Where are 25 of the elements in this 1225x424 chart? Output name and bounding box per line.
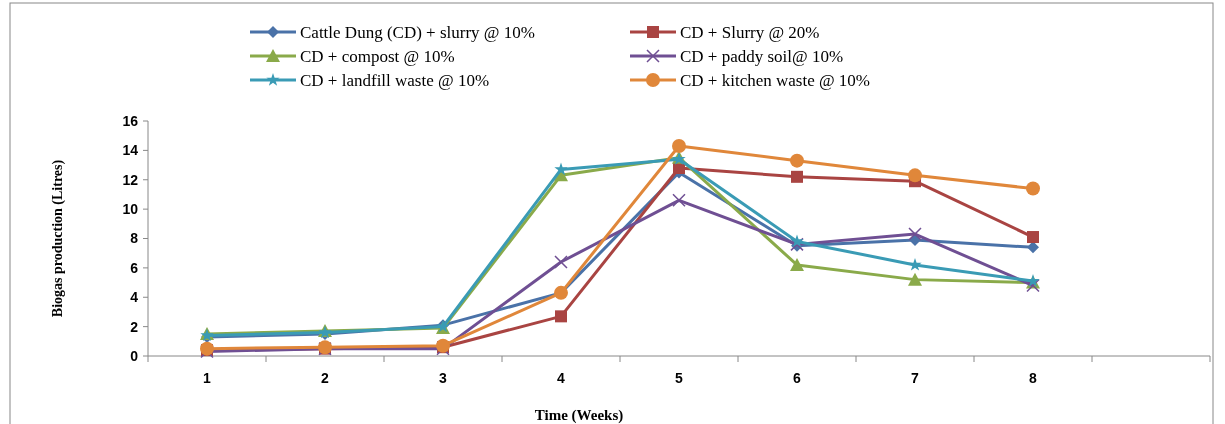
x-tick-label: 7 xyxy=(911,370,920,386)
y-tick-label: 0 xyxy=(130,347,139,364)
y-tick-label: 16 xyxy=(122,112,139,129)
y-axis-title: Biogas production (Litres) xyxy=(50,159,66,318)
y-tick-label: 10 xyxy=(122,201,139,218)
x-tick-label: 8 xyxy=(1029,370,1038,386)
y-tick-label: 8 xyxy=(130,230,139,247)
legend-label: CD + paddy soil@ 10% xyxy=(680,46,844,66)
x-tick-label: 3 xyxy=(439,370,448,386)
x-axis-title: Time (Weeks) xyxy=(534,407,624,424)
legend-label: Cattle Dung (CD) + slurry @ 10% xyxy=(300,22,535,42)
y-tick-label: 12 xyxy=(122,171,139,188)
y-tick-label: 4 xyxy=(130,289,139,306)
y-tick-label: 6 xyxy=(130,259,139,276)
x-tick-label: 2 xyxy=(321,370,330,386)
x-tick-label: 4 xyxy=(557,370,566,386)
legend-label: CD + Slurry @ 20% xyxy=(680,22,820,42)
legend-label: CD + kitchen waste @ 10% xyxy=(680,70,871,90)
x-tick-label: 6 xyxy=(793,370,802,386)
x-tick-label: 1 xyxy=(203,370,212,386)
legend-label: CD + compost @ 10% xyxy=(300,46,455,66)
y-tick-label: 2 xyxy=(130,318,139,335)
x-tick-label: 5 xyxy=(675,370,684,386)
y-tick-label: 14 xyxy=(122,142,139,159)
legend-label: CD + landfill waste @ 10% xyxy=(300,70,490,90)
